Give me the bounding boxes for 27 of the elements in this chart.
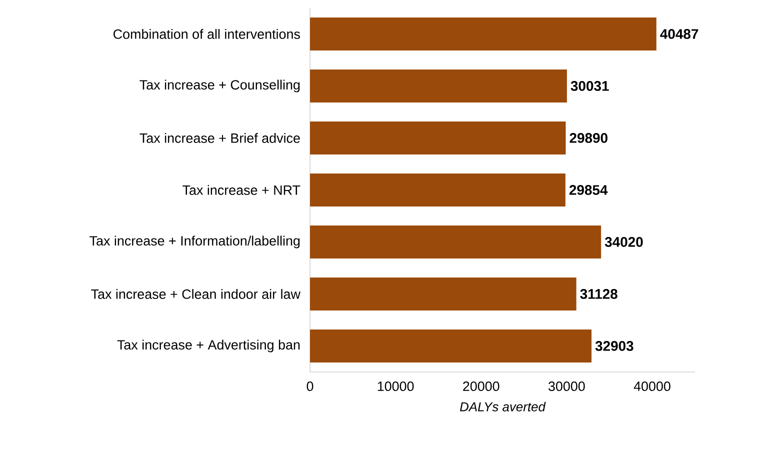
x-tick-label: 10000: [378, 382, 414, 392]
y-tick-label: Tax increase + Clean indoor air law: [91, 289, 300, 299]
data-label: 32903: [595, 341, 634, 351]
y-tick-label: Tax increase + Information/labelling: [90, 236, 300, 248]
x-tick-label: 20000: [463, 382, 500, 392]
bar: [310, 173, 566, 206]
bar: [310, 121, 566, 154]
y-tick-label: Tax increase + NRT: [182, 185, 300, 195]
data-label: 29890: [570, 133, 608, 143]
y-tick-label: Tax increase + Advertising ban: [117, 340, 300, 352]
x-axis-title: DALYs averted: [460, 402, 546, 412]
data-label: 30031: [570, 81, 609, 91]
x-tick-label: 0: [306, 382, 314, 392]
x-tick-label: 40000: [634, 382, 670, 392]
x-tick-label: 30000: [548, 382, 585, 392]
y-tick-label: Tax increase + Counselling: [140, 80, 300, 92]
data-label: 34020: [604, 237, 643, 247]
y-tick-label: Tax increase + Brief advice: [140, 133, 300, 143]
bar: [310, 277, 576, 310]
data-label: 40487: [660, 29, 698, 39]
data-label: 31128: [580, 289, 618, 299]
y-tick-label: Combination of all interventions: [114, 29, 300, 39]
bar: [310, 69, 567, 102]
bar: [310, 329, 592, 362]
bar: [310, 225, 602, 258]
bar: [310, 17, 656, 50]
data-label: 29854: [569, 185, 608, 195]
